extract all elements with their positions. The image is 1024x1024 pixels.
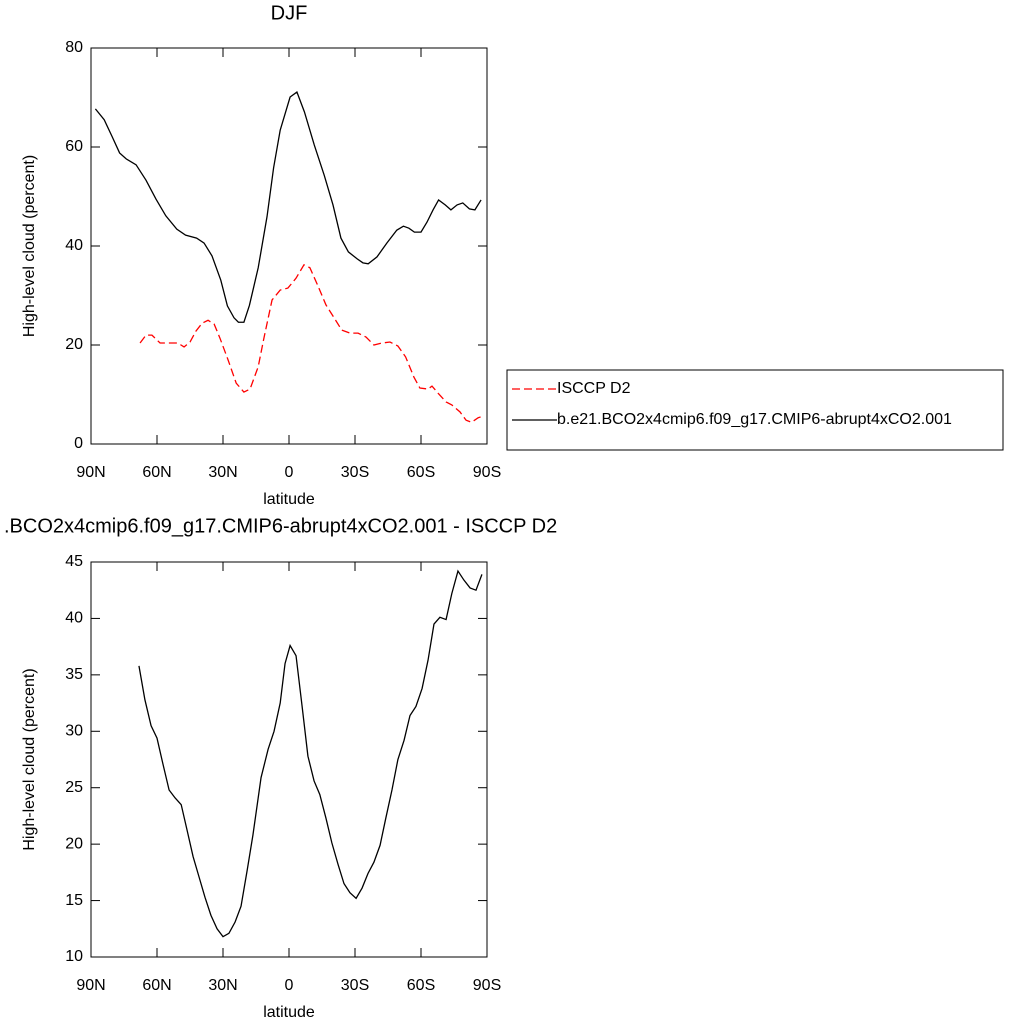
x-tick-label: 90N: [76, 977, 105, 994]
y-tick-label: 40: [65, 237, 83, 254]
x-tick-label: 0: [285, 464, 294, 481]
x-axis-label: latitude: [263, 491, 315, 508]
x-tick-label: 30N: [208, 977, 237, 994]
x-tick-label: 30S: [341, 464, 369, 481]
y-tick-label: 25: [65, 779, 83, 796]
x-tick-label: 60S: [407, 977, 435, 994]
y-tick-label: 35: [65, 666, 83, 683]
y-axis-label: High-level cloud (percent): [21, 155, 38, 337]
x-tick-label: 0: [285, 977, 294, 994]
y-tick-label: 0: [74, 435, 83, 452]
legend-label: ISCCP D2: [557, 380, 631, 397]
plot-frame: [90, 561, 488, 958]
legend-label: b.e21.BCO2x4cmip6.f09_g17.CMIP6-abrupt4x…: [557, 411, 952, 428]
y-tick-label: 40: [65, 610, 83, 627]
y-tick-label: 80: [65, 39, 83, 56]
x-tick-label: 30N: [208, 464, 237, 481]
y-tick-label: 45: [65, 553, 83, 570]
y-tick-label: 10: [65, 948, 83, 965]
x-tick-label: 90S: [473, 464, 501, 481]
y-tick-label: 30: [65, 723, 83, 740]
plot-frame: [90, 47, 488, 445]
x-tick-label: 60N: [142, 464, 171, 481]
chart-title: DJF: [271, 2, 308, 24]
y-tick-label: 60: [65, 138, 83, 155]
data-line: [138, 569, 483, 938]
y-axis-label: High-level cloud (percent): [21, 668, 38, 850]
x-tick-label: 60S: [407, 464, 435, 481]
data-line: [139, 263, 485, 423]
y-tick-label: 20: [65, 835, 83, 852]
y-tick-label: 20: [65, 336, 83, 353]
x-axis-label: latitude: [263, 1004, 315, 1021]
chart-title: .BCO2x4cmip6.f09_g17.CMIP6-abrupt4xCO2.0…: [4, 515, 557, 537]
data-line: [94, 91, 482, 323]
x-tick-label: 90N: [76, 464, 105, 481]
y-tick-label: 15: [65, 892, 83, 909]
x-tick-label: 60N: [142, 977, 171, 994]
legend-box: [506, 369, 1004, 451]
x-tick-label: 30S: [341, 977, 369, 994]
x-tick-label: 90S: [473, 977, 501, 994]
